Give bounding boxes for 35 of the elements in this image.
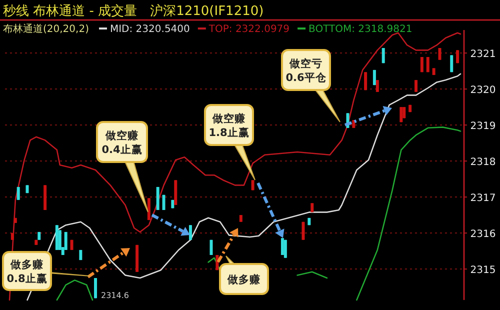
chart-subtitle: 布林通道(20,20,2)	[3, 23, 90, 35]
line-series	[8, 32, 462, 301]
legend-label: BOTTOM: 2318.9821	[308, 24, 412, 35]
y-tick-label: 2319	[470, 121, 496, 132]
annotation: 2314.6	[101, 291, 129, 300]
y-tick-label: 2321	[470, 49, 496, 60]
legend-label: TOP: 2322.0979	[208, 24, 290, 35]
candlestick	[364, 72, 368, 91]
candlestick	[382, 48, 385, 64]
candlestick	[302, 221, 305, 240]
candlestick	[438, 48, 442, 60]
candlestick	[450, 54, 454, 73]
legend-label: MID: 2320.5400	[110, 24, 190, 35]
candlestick	[188, 224, 192, 240]
candlestick	[420, 56, 424, 73]
annotation: 做空赚 0.4止赢	[102, 129, 142, 156]
annotation: 做多赚	[226, 273, 260, 286]
y-tick-label: 2318	[470, 157, 496, 168]
y-tick-label: 2316	[470, 229, 496, 240]
candlestick	[16, 186, 20, 200]
annotation: 做空亏 0.6平仓	[286, 57, 328, 84]
candlestick	[376, 80, 379, 92]
candlestick	[400, 106, 403, 123]
candlestick	[284, 239, 287, 258]
candlestick	[456, 50, 460, 64]
annotation: 做多赚 0.8止赢	[6, 258, 48, 285]
y-tick-label: 2317	[470, 193, 496, 204]
y-tick-label: 2315	[470, 265, 496, 276]
candlestick	[147, 198, 150, 221]
line-series	[356, 126, 462, 301]
candlestick	[426, 56, 430, 73]
chart-title: 秒线 布林通道 - 成交量 沪深1210(IF1210)	[3, 3, 264, 19]
candlestick	[280, 238, 284, 256]
y-tick-label: 2320	[470, 85, 496, 96]
annotation: 做空赚 1.8止赢	[208, 112, 250, 139]
